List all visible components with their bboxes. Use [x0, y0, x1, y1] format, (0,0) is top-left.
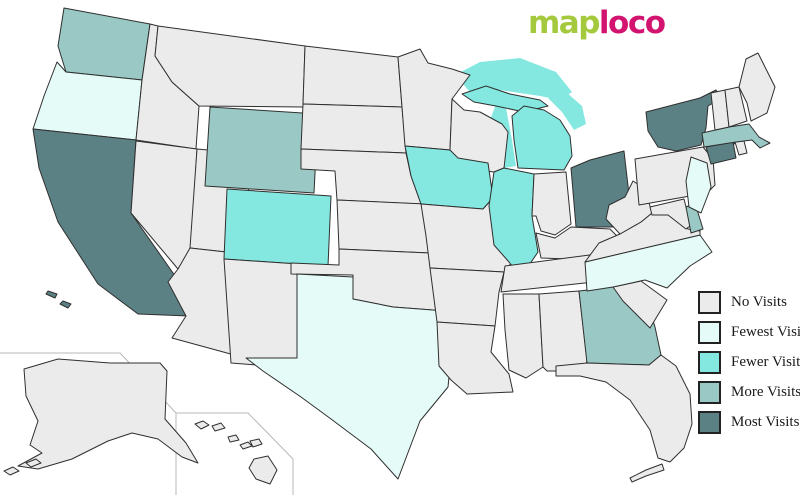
logo-loco-text: loco	[598, 5, 666, 41]
state-new-jersey[interactable]	[685, 156, 712, 214]
legend-swatch-no-visits	[698, 291, 721, 314]
state-hawaii[interactable]	[194, 420, 278, 485]
state-massachusetts[interactable]	[701, 123, 771, 149]
state-michigan-lower[interactable]	[511, 105, 573, 171]
legend-item-most-visits: Most Visits	[698, 411, 800, 434]
state-florida[interactable]	[555, 354, 693, 483]
state-minnesota[interactable]	[397, 48, 471, 151]
legend-label-fewer-visits: Fewer Visits	[731, 354, 800, 370]
legend-label-no-visits: No Visits	[731, 294, 787, 310]
hawaii-inset-border	[176, 412, 294, 495]
state-south-dakota[interactable]	[300, 103, 407, 154]
legend-item-more-visits: More Visits	[698, 381, 800, 404]
legend-swatch-fewest-visits	[698, 321, 721, 344]
legend-item-no-visits: No Visits	[698, 291, 800, 314]
legend-swatch-more-visits	[698, 381, 721, 404]
state-mississippi[interactable]	[502, 293, 544, 379]
state-washington[interactable]	[57, 7, 151, 81]
lake-huron	[548, 92, 586, 130]
state-maine[interactable]	[738, 52, 776, 122]
state-colorado[interactable]	[223, 188, 332, 267]
state-indiana[interactable]	[531, 171, 572, 236]
legend-label-most-visits: Most Visits	[731, 414, 800, 430]
logo-map-text: map	[528, 5, 600, 41]
legend-item-fewer-visits: Fewer Visits	[698, 351, 800, 374]
state-louisiana[interactable]	[436, 321, 514, 395]
states-layer	[3, 7, 776, 485]
state-wyoming[interactable]	[204, 106, 319, 194]
state-alaska[interactable]	[3, 358, 199, 476]
state-michigan-upper[interactable]	[461, 85, 549, 113]
legend-item-fewest-visits: Fewest Visits	[698, 321, 800, 344]
state-north-dakota[interactable]	[302, 45, 403, 108]
legend-label-fewest-visits: Fewest Visits	[731, 324, 800, 340]
state-alabama[interactable]	[538, 290, 588, 372]
state-kansas[interactable]	[336, 199, 431, 254]
legend-swatch-fewer-visits	[698, 351, 721, 374]
legend-label-more-visits: More Visits	[731, 384, 800, 400]
state-rhode-island[interactable]	[734, 140, 748, 156]
visits-legend: No Visits Fewest Visits Fewer Visits Mor…	[698, 291, 800, 442]
state-new-hampshire[interactable]	[724, 86, 748, 128]
state-north-carolina[interactable]	[584, 234, 713, 292]
state-arkansas[interactable]	[429, 267, 505, 327]
maploco-logo: maploco	[528, 5, 666, 41]
state-texas[interactable]	[245, 273, 453, 480]
legend-swatch-most-visits	[698, 411, 721, 434]
